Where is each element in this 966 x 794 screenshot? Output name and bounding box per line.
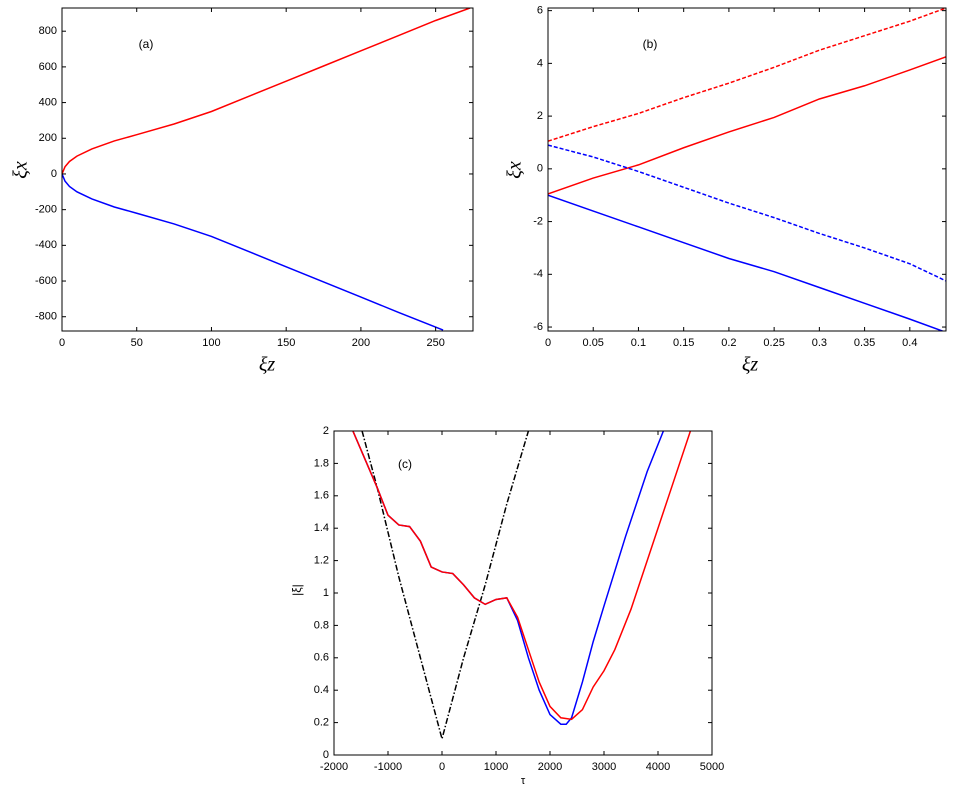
y-tick-label: -200 (35, 204, 57, 216)
x-tick-label: 0.2 (721, 337, 736, 349)
data-line (352, 431, 692, 721)
y-tick-label: 1.8 (314, 457, 329, 469)
x-tick-label: 200 (352, 337, 370, 349)
y-axis-label: ξx (504, 161, 526, 179)
data-line (548, 8, 946, 142)
y-tick-label: 2 (323, 425, 329, 437)
y-tick-label: -600 (35, 275, 57, 287)
x-tick-label: 0.35 (854, 337, 875, 349)
x-tick-label: -2000 (320, 761, 348, 773)
x-tick-label: 0.05 (583, 337, 604, 349)
y-tick-label: 0.8 (314, 619, 329, 631)
data-line (62, 8, 471, 175)
y-tick-label: 6 (537, 5, 543, 17)
x-axis-label: τ (521, 775, 526, 787)
x-axis-label: ξz (742, 354, 759, 376)
y-tick-label: 0 (323, 749, 329, 761)
y-tick-label: 1.4 (314, 522, 329, 534)
y-tick-label: 1 (323, 587, 329, 599)
y-tick-label: 400 (39, 96, 57, 108)
x-tick-label: 0.4 (902, 337, 917, 349)
y-tick-label: 0.4 (314, 684, 329, 696)
y-axis-label: |ξ| (290, 584, 304, 596)
data-line (548, 194, 945, 331)
x-tick-label: 1000 (484, 761, 508, 773)
x-tick-label: 250 (426, 337, 444, 349)
x-tick-label: 3000 (592, 761, 616, 773)
plot-frame (61, 7, 474, 332)
x-tick-label: -1000 (374, 761, 402, 773)
y-axis-label: ξx (10, 161, 32, 179)
x-tick-label: 0 (59, 337, 65, 349)
data-line (548, 56, 946, 195)
y-tick-label: 0 (51, 168, 57, 180)
y-tick-label: 1.6 (314, 490, 329, 502)
panel-annotation: (c) (398, 457, 412, 471)
x-tick-label: 0.25 (763, 337, 784, 349)
y-tick-label: 0 (537, 163, 543, 175)
x-tick-label: 0 (439, 761, 445, 773)
y-tick-label: 600 (39, 61, 57, 73)
x-tick-label: 0.3 (812, 337, 827, 349)
data-line (62, 173, 444, 331)
y-tick-label: 0.6 (314, 652, 329, 664)
y-tick-label: 0.2 (314, 717, 329, 729)
data-line (361, 431, 530, 742)
x-tick-label: 50 (131, 337, 143, 349)
y-tick-label: -4 (533, 268, 543, 280)
y-tick-label: -400 (35, 239, 57, 251)
x-tick-label: 0.1 (631, 337, 646, 349)
y-tick-label: -2 (533, 215, 543, 227)
plot-frame (333, 430, 713, 756)
y-tick-label: 4 (537, 57, 543, 69)
y-tick-label: -6 (533, 321, 543, 333)
plot-frame (547, 7, 947, 332)
y-tick-label: 2 (537, 110, 543, 122)
x-tick-label: 150 (277, 337, 295, 349)
x-tick-label: 100 (202, 337, 220, 349)
data-line (548, 144, 946, 282)
x-tick-label: 0 (545, 337, 551, 349)
y-tick-label: -800 (35, 311, 57, 323)
x-tick-label: 5000 (700, 761, 724, 773)
x-tick-label: 0.15 (673, 337, 694, 349)
y-tick-label: 1.2 (314, 555, 329, 567)
panel-annotation: (a) (139, 37, 154, 51)
x-tick-label: 2000 (538, 761, 562, 773)
y-tick-label: 800 (39, 25, 57, 37)
panel-annotation: (b) (643, 37, 658, 51)
y-tick-label: 200 (39, 132, 57, 144)
x-tick-label: 4000 (646, 761, 670, 773)
x-axis-label: ξz (259, 354, 276, 376)
